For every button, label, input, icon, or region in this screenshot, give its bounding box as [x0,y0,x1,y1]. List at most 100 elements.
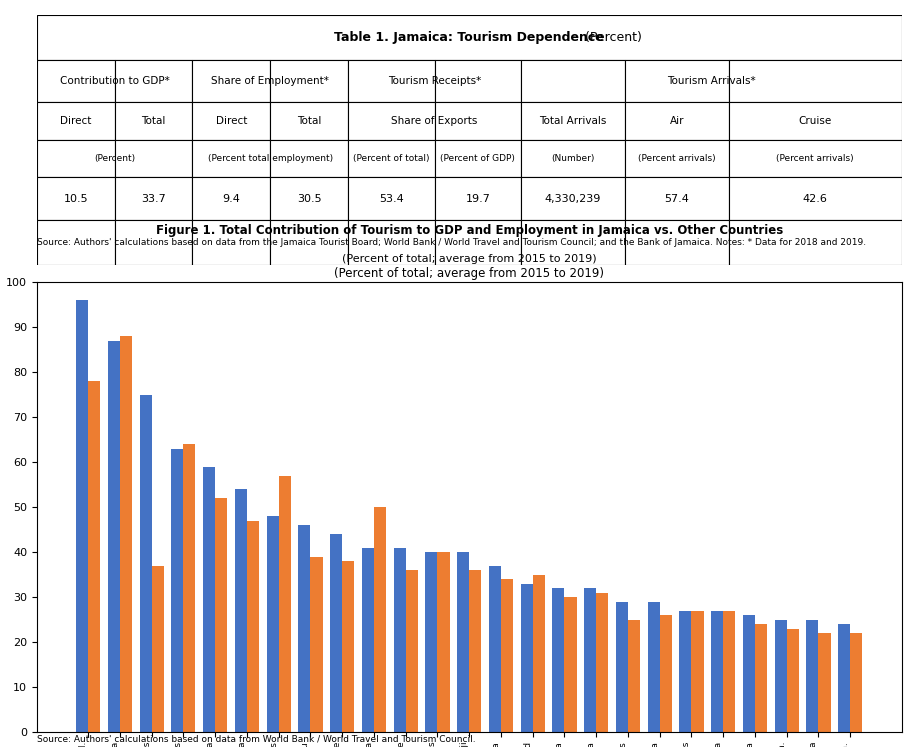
FancyBboxPatch shape [624,102,728,140]
FancyBboxPatch shape [434,220,520,264]
FancyBboxPatch shape [192,177,270,220]
Text: Total: Total [142,116,165,126]
Text: 4,330,239: 4,330,239 [544,193,600,204]
Bar [234,489,246,732]
Bar [342,561,354,732]
FancyBboxPatch shape [37,177,115,220]
Bar [691,610,703,732]
Bar [520,583,532,732]
FancyBboxPatch shape [115,140,192,177]
Bar [246,521,259,732]
Bar [310,557,323,732]
Bar [837,624,849,732]
Bar [615,601,628,732]
Bar [722,610,734,732]
Bar [108,341,119,732]
FancyBboxPatch shape [270,140,347,177]
Bar [774,619,786,732]
Text: (Percent arrivals): (Percent arrivals) [637,154,715,163]
Title: (Percent of total; average from 2015 to 2019): (Percent of total; average from 2015 to … [334,267,604,279]
FancyBboxPatch shape [270,220,347,264]
Bar [183,444,195,732]
FancyBboxPatch shape [37,60,115,102]
FancyBboxPatch shape [270,177,347,220]
Bar [806,619,818,732]
Bar [119,336,131,732]
Text: 33.7: 33.7 [141,193,165,204]
Text: 9.4: 9.4 [222,193,240,204]
Text: 42.6: 42.6 [801,193,827,204]
FancyBboxPatch shape [115,177,192,220]
FancyBboxPatch shape [347,220,434,264]
Bar [647,601,659,732]
FancyBboxPatch shape [37,140,115,177]
FancyBboxPatch shape [192,60,270,102]
Bar [203,467,215,732]
Bar [628,619,640,732]
FancyBboxPatch shape [434,177,520,220]
Bar [743,615,754,732]
FancyBboxPatch shape [37,102,115,140]
Text: Share of Exports: Share of Exports [391,116,477,126]
Bar [437,552,449,732]
FancyBboxPatch shape [624,220,728,264]
Text: Figure 1. Total Contribution of Tourism to GDP and Employment in Jamaica vs. Oth: Figure 1. Total Contribution of Tourism … [155,224,782,238]
Text: (Percent of total; average from 2015 to 2019): (Percent of total; average from 2015 to … [342,254,596,264]
FancyBboxPatch shape [192,140,270,177]
Text: Total Arrivals: Total Arrivals [539,116,606,126]
Bar [152,565,164,732]
FancyBboxPatch shape [520,102,624,140]
Bar [501,579,513,732]
Bar [818,633,830,732]
Text: (Number): (Number) [550,154,594,163]
FancyBboxPatch shape [728,177,901,220]
Bar [393,548,405,732]
Text: (Percent): (Percent) [297,31,641,44]
Text: (Percent total employment): (Percent total employment) [208,154,333,163]
Text: (Percent arrivals): (Percent arrivals) [776,154,853,163]
Text: Contribution to GDP*: Contribution to GDP* [60,76,169,86]
FancyBboxPatch shape [520,177,624,220]
Bar [76,300,88,732]
FancyBboxPatch shape [624,177,728,220]
Text: Tourism Receipts*: Tourism Receipts* [388,76,481,86]
Bar [849,633,861,732]
Text: (Percent): (Percent) [94,154,135,163]
Text: Source: Authors' calculations based on data from the Jamaica Tourist Board; Worl: Source: Authors' calculations based on d… [37,238,865,247]
Text: Total: Total [297,116,321,126]
Text: 30.5: 30.5 [297,193,321,204]
Bar [551,588,564,732]
FancyBboxPatch shape [347,102,434,140]
Bar [710,610,722,732]
Bar [405,570,417,732]
FancyBboxPatch shape [728,140,901,177]
FancyBboxPatch shape [192,102,270,140]
FancyBboxPatch shape [270,60,347,102]
Bar [171,449,183,732]
Text: (Percent of GDP): (Percent of GDP) [440,154,515,163]
Bar [425,552,437,732]
Bar [659,615,671,732]
Bar [140,394,152,732]
Text: Share of Employment*: Share of Employment* [211,76,329,86]
Text: Cruise: Cruise [798,116,831,126]
FancyBboxPatch shape [624,60,728,102]
Text: Direct: Direct [60,116,91,126]
FancyBboxPatch shape [347,177,434,220]
Text: 10.5: 10.5 [63,193,88,204]
FancyBboxPatch shape [728,102,901,140]
FancyBboxPatch shape [520,220,624,264]
FancyBboxPatch shape [434,60,520,102]
Bar [469,570,481,732]
FancyBboxPatch shape [347,140,434,177]
FancyBboxPatch shape [520,60,624,102]
Bar [678,610,691,732]
FancyBboxPatch shape [270,102,347,140]
FancyBboxPatch shape [728,220,901,264]
FancyBboxPatch shape [624,140,728,177]
Text: (Percent of total): (Percent of total) [353,154,429,163]
Bar [754,624,766,732]
Bar [215,498,227,732]
Bar [267,516,278,732]
Bar [584,588,596,732]
